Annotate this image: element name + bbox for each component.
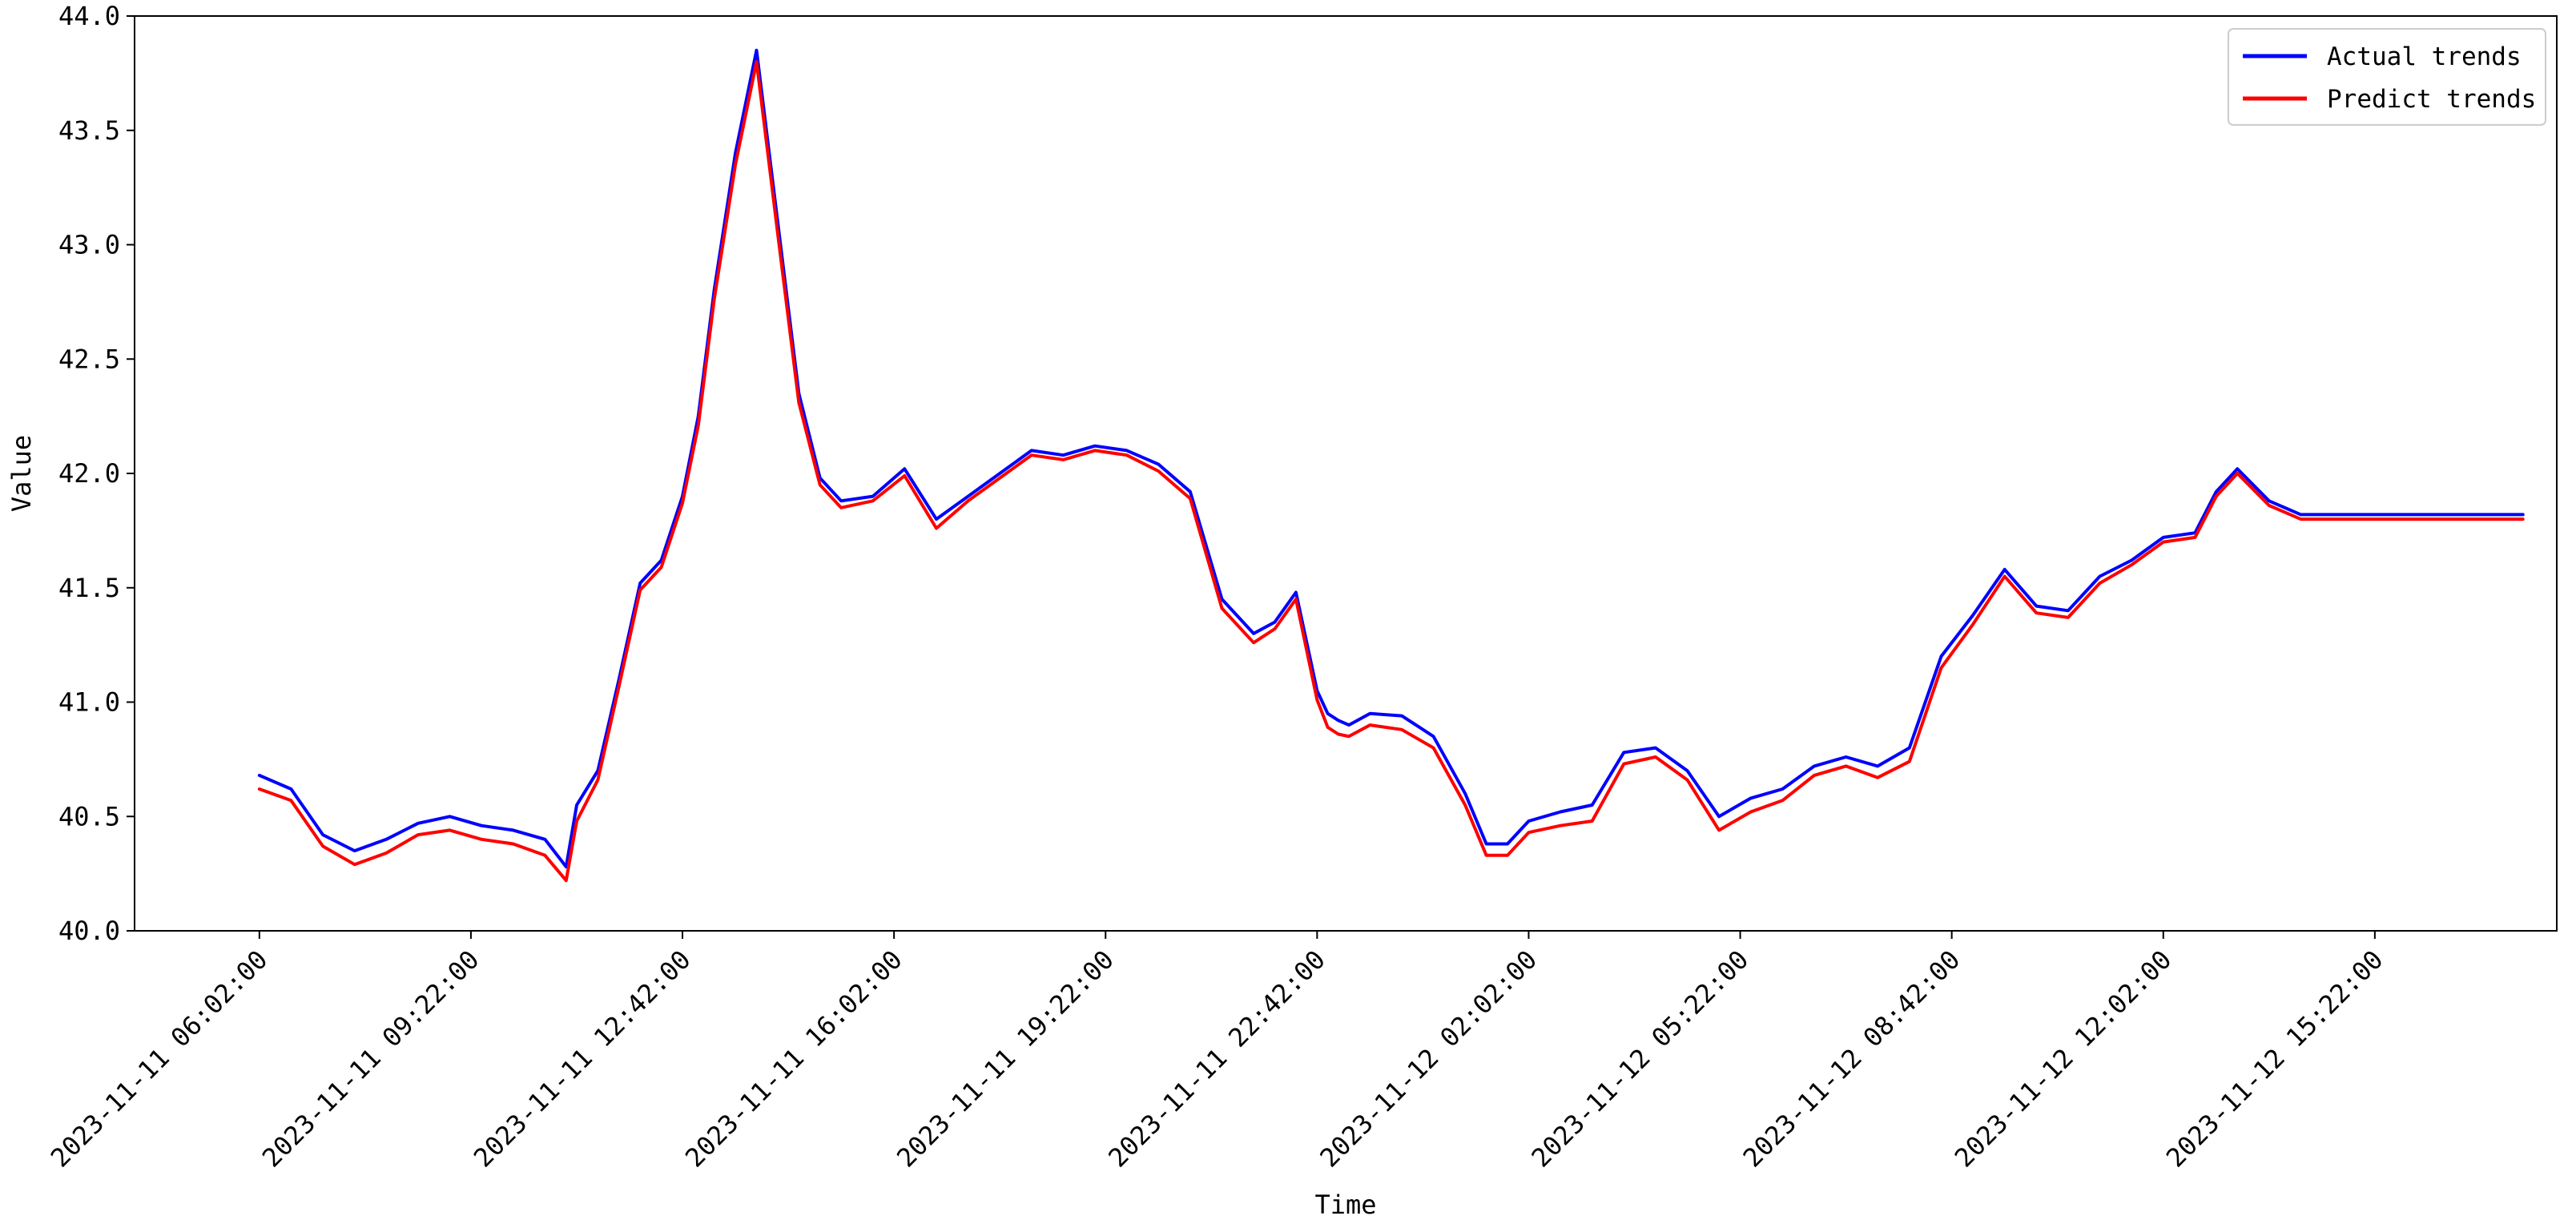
- y-tick-label: 42.0: [58, 458, 120, 489]
- x-tick-label: 2023-11-11 16:02:00: [679, 944, 908, 1174]
- y-tick-label: 43.5: [58, 115, 120, 146]
- x-tick-label: 2023-11-12 12:02:00: [1949, 944, 2178, 1174]
- series-layer: [257, 48, 2525, 883]
- x-tick-label: 2023-11-11 22:42:00: [1102, 944, 1331, 1174]
- y-tick-label: 40.0: [58, 916, 120, 946]
- x-tick-label: 2023-11-11 19:22:00: [891, 944, 1120, 1174]
- y-tick-label: 44.0: [58, 1, 120, 31]
- legend-box: [2228, 28, 2546, 126]
- x-tick-label: 2023-11-11 09:22:00: [256, 944, 485, 1174]
- plot-area-frame: [134, 15, 2558, 932]
- y-axis: 40.0 40.5 41.0 41.5 42.0 42.5 43.0 43.5 44.0: [58, 1, 135, 946]
- y-tick-label: 41.5: [58, 573, 120, 603]
- x-axis-title: Time: [1314, 1190, 1376, 1220]
- y-tick-label: 41.0: [58, 687, 120, 718]
- x-tick-label: 2023-11-12 08:42:00: [1737, 944, 1966, 1174]
- series-line-actual-trends: [257, 48, 2525, 869]
- y-tick-label: 43.0: [58, 230, 120, 260]
- x-tick-label: 2023-11-12 02:02:00: [1314, 944, 1543, 1174]
- x-tick-label: 2023-11-12 05:22:00: [1526, 944, 1755, 1174]
- legend: Actual trends Predict trends: [2228, 28, 2546, 126]
- x-tick-label: 2023-11-12 15:22:00: [2160, 944, 2389, 1174]
- y-tick-label: 40.5: [58, 801, 120, 831]
- x-tick-label: 2023-11-11 06:02:00: [45, 944, 274, 1174]
- legend-label-predict-trends: Predict trends: [2327, 85, 2536, 114]
- y-tick-label: 42.5: [58, 344, 120, 374]
- series-line-predict-trends: [257, 60, 2525, 883]
- y-axis-title: Value: [6, 435, 37, 512]
- legend-label-actual-trends: Actual trends: [2327, 42, 2522, 71]
- x-tick-label: 2023-11-11 12:42:00: [468, 944, 697, 1174]
